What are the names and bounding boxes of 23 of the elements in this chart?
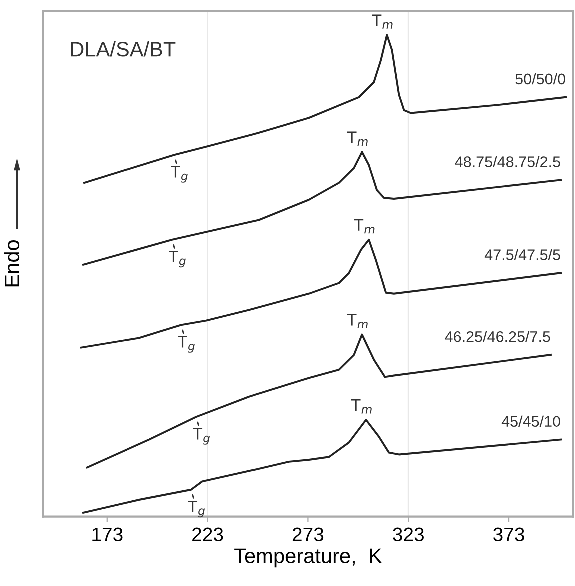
annotation: T$_{g}$: [188, 500, 206, 518]
x-axis-title: Temperature, K: [234, 548, 382, 568]
series-label: 48.75/48.75/2.5: [455, 156, 560, 168]
annotation: T$_{g}$: [193, 428, 210, 445]
annotation: T$_{g}$: [169, 251, 186, 268]
annotation: T$_{m}$: [351, 400, 372, 414]
series-label: 46.25/46.25/7.5: [445, 331, 550, 342]
annotation: T$_{m}$: [347, 132, 368, 146]
series-label: 47.5/47.5/5: [484, 249, 560, 260]
annotation: T$_{m}$: [347, 314, 368, 328]
x-tick-label: 223: [192, 528, 224, 542]
series-label: 50/50/0: [516, 73, 566, 85]
annotation: T$_{m}$: [354, 219, 375, 234]
x-tick-label: 273: [292, 528, 324, 542]
x-tick-label: 173: [92, 528, 123, 542]
series-label: 45/45/10: [502, 416, 560, 428]
annotation: T$_{m}$: [372, 14, 393, 29]
y-axis-title: Endo: [4, 240, 20, 287]
annotation: T$_{g}$: [171, 166, 188, 183]
x-tick-label: 373: [494, 528, 524, 542]
x-tick-label: 323: [393, 528, 424, 542]
annotation: T$_{g}$: [178, 336, 195, 353]
annotation: DLA/SA/BT: [71, 41, 176, 57]
